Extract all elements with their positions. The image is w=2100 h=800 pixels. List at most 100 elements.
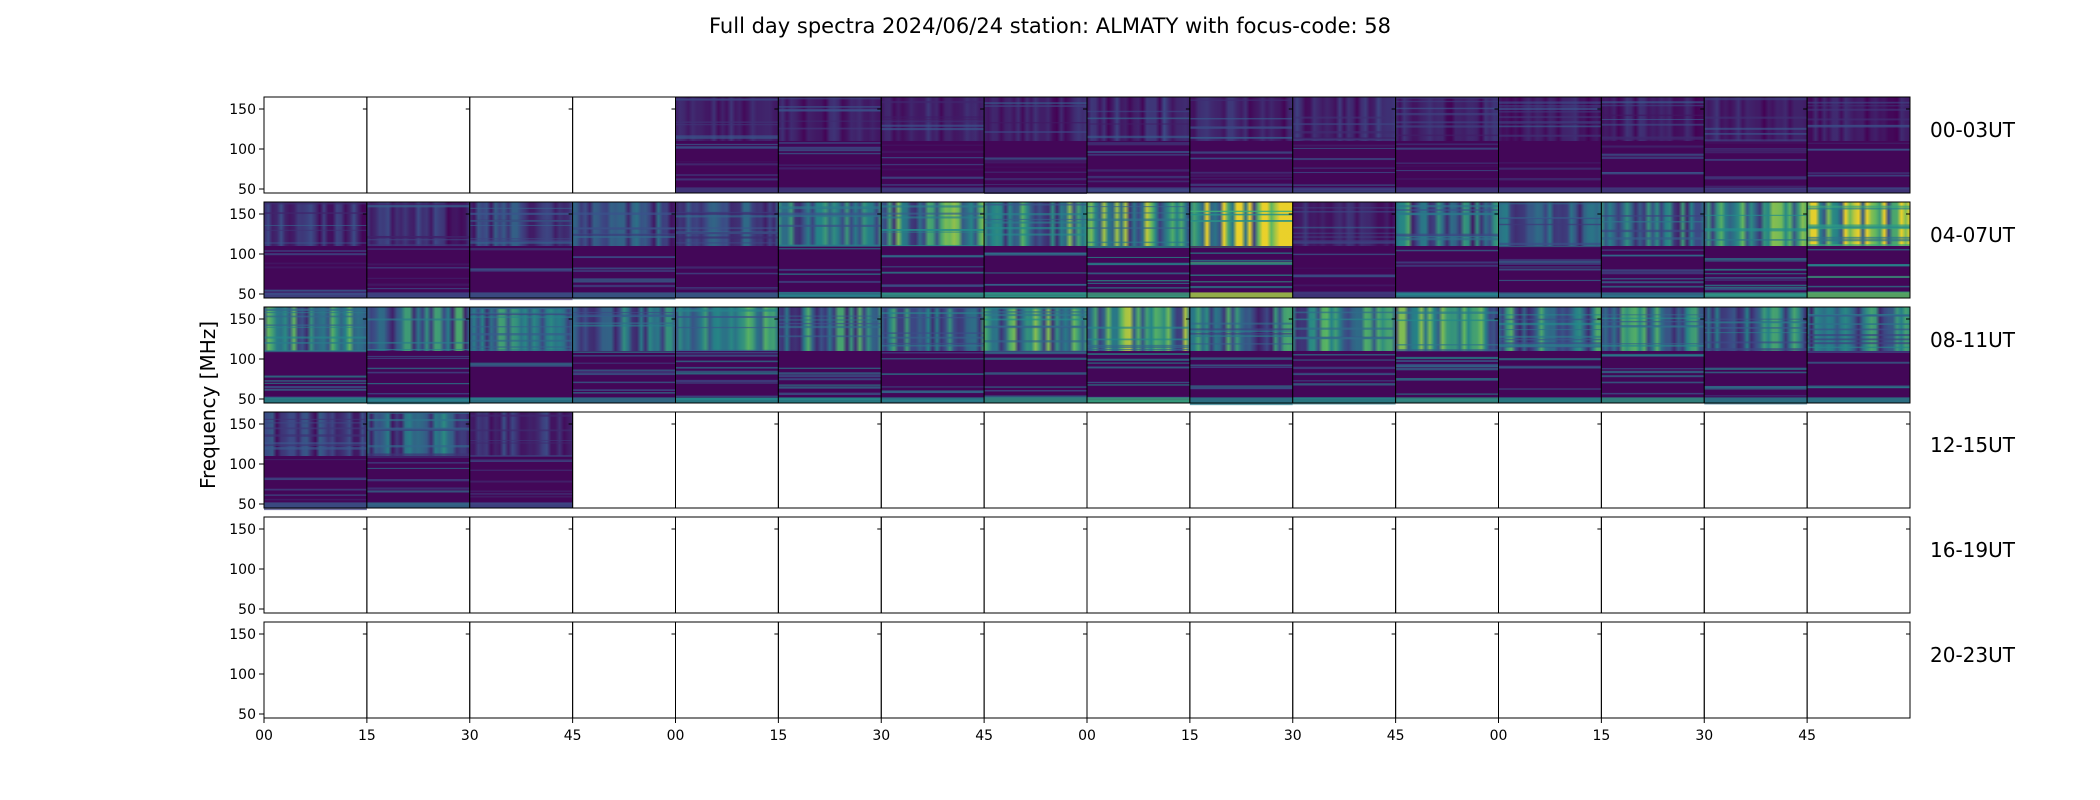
spectral-line xyxy=(778,206,882,208)
panel-band-high xyxy=(984,202,1087,246)
spectral-line xyxy=(469,495,573,498)
x-tick-label: 00 xyxy=(1490,728,1508,744)
spectral-line xyxy=(1601,344,1705,347)
spectrum-panel xyxy=(1395,516,1499,614)
panel-band-high xyxy=(1498,97,1602,141)
spectral-line xyxy=(778,149,882,152)
spectral-line xyxy=(1395,107,1499,110)
panel-frame xyxy=(1498,516,1602,614)
spectral-line xyxy=(1292,157,1396,161)
spectral-line xyxy=(984,386,1087,388)
spectral-line xyxy=(778,207,882,210)
panel-band-low xyxy=(675,397,779,403)
spectral-line xyxy=(469,220,573,222)
spectral-line xyxy=(778,372,882,375)
spectral-line xyxy=(366,263,470,266)
spectral-line xyxy=(1807,249,1910,251)
spectral-line xyxy=(1704,318,1808,320)
spectral-line xyxy=(1601,325,1705,328)
spectral-line xyxy=(881,336,985,339)
spectral-line xyxy=(881,312,985,315)
spectral-line xyxy=(1807,226,1910,229)
panel-band-low xyxy=(1189,292,1293,298)
spectrum-panel xyxy=(1600,411,1705,509)
spectrum-panel xyxy=(1086,516,1191,614)
spectral-line xyxy=(778,392,882,396)
panel-frame xyxy=(1292,411,1397,509)
spectral-line xyxy=(366,490,470,493)
spectral-line xyxy=(1087,353,1190,355)
panel-band-high xyxy=(264,202,367,246)
panel-frame xyxy=(572,96,676,194)
spectrum-panel xyxy=(777,96,882,194)
spectral-line xyxy=(1807,275,1910,279)
spectrum-panel xyxy=(1189,96,1294,194)
spectrum-panel xyxy=(1395,411,1499,509)
spectral-line xyxy=(264,477,367,480)
panel-frame xyxy=(1806,201,1911,299)
spectral-line xyxy=(469,339,573,342)
spectral-line xyxy=(469,240,573,243)
spectral-line xyxy=(1498,125,1602,128)
spectral-line xyxy=(469,364,573,366)
spectral-line xyxy=(881,352,985,354)
spectral-line xyxy=(1498,105,1602,107)
spectrum-panel xyxy=(983,516,1088,614)
panel-band-high xyxy=(264,307,367,351)
spectral-line xyxy=(1601,229,1705,233)
spectral-line xyxy=(984,326,1087,329)
spectral-line xyxy=(1704,260,1808,262)
spectrum-panel xyxy=(572,96,676,194)
spectral-line xyxy=(881,176,985,179)
panel-frame xyxy=(1395,516,1499,614)
spectral-line xyxy=(1087,279,1190,282)
spectrum-panel xyxy=(469,96,574,194)
spectral-line xyxy=(366,393,470,395)
spectrum-panel xyxy=(1498,411,1602,509)
panel-band-high xyxy=(778,202,882,246)
spectral-line xyxy=(1292,373,1396,376)
panel-band-low xyxy=(1601,292,1705,298)
y-tick-label: 150 xyxy=(229,312,256,328)
spectral-line xyxy=(469,458,573,461)
spectral-line xyxy=(366,461,470,464)
panel-band-low xyxy=(1807,292,1910,298)
spectral-line xyxy=(1704,268,1808,271)
spectrum-panel xyxy=(1395,621,1499,719)
panel-band-low xyxy=(264,292,367,298)
spectral-line xyxy=(469,439,573,441)
panel-band-low xyxy=(1704,187,1808,193)
spectral-line xyxy=(1087,227,1190,229)
spectral-line xyxy=(1601,172,1705,174)
spectrum-panel xyxy=(366,201,471,299)
spectral-line xyxy=(675,372,779,375)
spectrum-panel xyxy=(469,201,574,301)
spectral-line xyxy=(264,434,367,437)
spectral-line xyxy=(881,373,985,375)
panel-band-high xyxy=(675,307,779,351)
spectral-line xyxy=(1807,174,1910,177)
spectrum-panel xyxy=(1600,516,1705,614)
spectral-line xyxy=(675,123,779,126)
spectral-line xyxy=(1395,100,1499,103)
spectral-line xyxy=(1807,239,1910,242)
spectral-line xyxy=(675,242,779,244)
spectral-line xyxy=(1704,228,1808,230)
spectral-line xyxy=(984,318,1087,321)
spectrum-panel xyxy=(366,516,471,614)
spectral-line xyxy=(1601,381,1705,384)
x-tick-label: 00 xyxy=(1078,728,1096,744)
spectrum-panel xyxy=(1498,306,1602,404)
y-tick-label: 100 xyxy=(229,247,256,263)
x-tick-label: 30 xyxy=(872,728,890,744)
spectral-line xyxy=(572,234,676,236)
spectral-line xyxy=(778,384,882,386)
spectral-line xyxy=(675,215,779,218)
spectral-line xyxy=(778,248,882,250)
spectrum-panel xyxy=(1189,411,1294,509)
spectral-line xyxy=(881,284,985,288)
row-label-20-23UT: 20-23UT xyxy=(1930,643,2016,667)
spectrum-panel xyxy=(1498,621,1602,719)
spectral-line xyxy=(1498,266,1602,268)
spectral-line xyxy=(469,490,573,493)
